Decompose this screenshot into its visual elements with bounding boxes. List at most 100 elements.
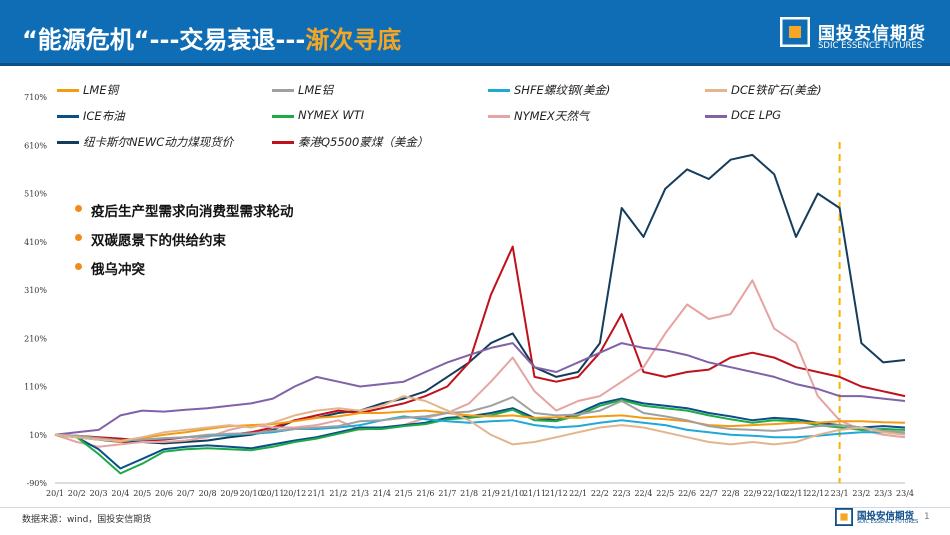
x-tick-label: 21/6 bbox=[417, 489, 435, 498]
company-logo: 国投安信期货 SDIC ESSENCE FUTURES bbox=[780, 17, 945, 57]
x-tick-label: 21/2 bbox=[329, 489, 347, 498]
x-tick-label: 20/10 bbox=[240, 489, 263, 498]
x-tick-label: 22/12 bbox=[806, 489, 829, 498]
legend-label: SHFE螺纹钢(美金) bbox=[514, 83, 611, 97]
y-tick-label: -90% bbox=[27, 479, 48, 488]
legend-label: ICE布油 bbox=[83, 109, 125, 123]
y-tick-label: 10% bbox=[29, 431, 47, 440]
header-bar: “能源危机“---交易衰退---渐次寻底 国投安信期货 SDIC ESSENCE… bbox=[0, 0, 950, 66]
page-title: “能源危机“---交易衰退---渐次寻底 bbox=[22, 20, 401, 55]
series-line bbox=[54, 395, 906, 446]
footer-logo-icon bbox=[835, 508, 853, 526]
legend-label: 秦港Q5500蒙煤（美金） bbox=[298, 135, 429, 149]
x-tick-label: 21/3 bbox=[351, 489, 369, 498]
x-tick-label: 22/1 bbox=[569, 489, 587, 498]
legend-swatch bbox=[272, 141, 294, 144]
x-tick-label: 22/9 bbox=[743, 489, 761, 498]
series-line bbox=[54, 342, 906, 436]
x-tick-label: 21/8 bbox=[460, 489, 478, 498]
x-tick-label: 20/4 bbox=[111, 489, 129, 498]
footer-logo: 国投安信期货 SDIC ESSENCE FUTURES bbox=[833, 507, 919, 527]
y-tick-label: 310% bbox=[24, 286, 47, 295]
series-line bbox=[54, 396, 906, 442]
title-highlight: 渐次寻底 bbox=[305, 26, 402, 54]
legend-swatch bbox=[705, 115, 727, 118]
y-tick-label: 210% bbox=[24, 334, 47, 343]
x-tick-label: 20/2 bbox=[68, 489, 86, 498]
x-tick-label: 20/6 bbox=[155, 489, 173, 498]
series-line bbox=[54, 153, 906, 445]
logo-english-name: SDIC ESSENCE FUTURES bbox=[818, 41, 923, 51]
legend-label: NYMEX WTI bbox=[298, 108, 365, 122]
x-tick-label: 23/4 bbox=[896, 489, 914, 498]
page-number: 1 bbox=[924, 512, 930, 522]
x-tick-label: 22/3 bbox=[613, 489, 631, 498]
x-tick-label: 21/4 bbox=[373, 489, 391, 498]
x-tick-label: 22/2 bbox=[591, 489, 609, 498]
axis-layer: 710%610%510%410%310%210%110%10%-90%20/1 2… bbox=[24, 93, 914, 498]
footer-logo-english: SDIC ESSENCE FUTURES bbox=[857, 519, 919, 525]
x-tick-label: 23/3 bbox=[874, 489, 892, 498]
legend-swatch bbox=[57, 115, 79, 118]
sdic-logo-icon bbox=[780, 17, 810, 47]
x-tick-label: 20/8 bbox=[199, 489, 217, 498]
x-tick-label: 21/10 bbox=[501, 489, 524, 498]
bullet-dot-icon bbox=[75, 205, 82, 212]
x-tick-label: 22/11 bbox=[784, 489, 807, 498]
x-tick-label: 22/6 bbox=[678, 489, 696, 498]
legend-swatch bbox=[57, 141, 79, 144]
data-source-note: 数据来源：wind，国投安信期货 bbox=[22, 515, 152, 525]
y-tick-label: 710% bbox=[24, 93, 47, 102]
key-point-text: 俄乌冲突 bbox=[91, 262, 145, 278]
key-point-text: 双碳愿景下的供给约束 bbox=[91, 233, 226, 249]
x-tick-label: 21/11 bbox=[523, 489, 546, 498]
x-tick-label: 23/2 bbox=[852, 489, 870, 498]
x-tick-label: 22/10 bbox=[763, 489, 786, 498]
key-point-text: 疫后生产型需求向消费型需求轮动 bbox=[91, 204, 294, 220]
series-layer bbox=[54, 153, 906, 475]
legend-swatch bbox=[705, 89, 727, 92]
footer-divider bbox=[0, 507, 950, 508]
x-tick-label: 20/11 bbox=[261, 489, 284, 498]
header-stripe bbox=[0, 63, 950, 66]
x-tick-label: 22/7 bbox=[700, 489, 718, 498]
bullet-dot-icon bbox=[75, 263, 82, 270]
x-tick-label: 23/1 bbox=[831, 489, 849, 498]
legend-label: 纽卡斯尔NEWC动力煤现货价 bbox=[83, 135, 234, 149]
x-tick-label: 20/12 bbox=[283, 489, 306, 498]
line-chart: 710%610%510%410%310%210%110%10%-90%20/1 2… bbox=[24, 93, 914, 498]
x-tick-label: 20/9 bbox=[220, 489, 238, 498]
legend-label: LME铝 bbox=[298, 83, 334, 97]
series-line bbox=[54, 397, 906, 470]
legend-label: NYMEX天然气 bbox=[514, 109, 590, 123]
legend-swatch bbox=[488, 89, 510, 92]
x-tick-label: 21/9 bbox=[482, 489, 500, 498]
series-line bbox=[54, 245, 906, 442]
bullet-dot-icon bbox=[75, 234, 82, 241]
series-line bbox=[54, 409, 906, 443]
legend-swatch bbox=[272, 115, 294, 118]
x-tick-label: 21/5 bbox=[395, 489, 413, 498]
series-line bbox=[54, 279, 906, 448]
x-tick-label: 21/12 bbox=[545, 489, 568, 498]
x-tick-label: 20/7 bbox=[177, 489, 195, 498]
legend-swatch bbox=[57, 89, 79, 92]
logo-chinese-name: 国投安信期货 bbox=[818, 24, 926, 44]
title-main: “能源危机“---交易衰退--- bbox=[22, 26, 306, 54]
x-tick-label: 21/7 bbox=[438, 489, 456, 498]
x-tick-label: 22/4 bbox=[634, 489, 652, 498]
x-tick-label: 22/5 bbox=[656, 489, 674, 498]
legend-swatch bbox=[488, 115, 510, 118]
y-tick-label: 610% bbox=[24, 141, 47, 150]
y-tick-label: 410% bbox=[24, 238, 47, 247]
x-tick-label: 21/1 bbox=[308, 489, 326, 498]
x-tick-label: 20/5 bbox=[133, 489, 151, 498]
legend-swatch bbox=[272, 89, 294, 92]
y-tick-label: 110% bbox=[24, 383, 47, 392]
footer-logo-chinese: 国投安信期货 bbox=[857, 511, 915, 522]
x-tick-label: 20/1 bbox=[46, 489, 64, 498]
legend-label: DCE铁矿石(美金) bbox=[731, 83, 822, 97]
x-tick-label: 22/8 bbox=[722, 489, 740, 498]
legend-label: LME铜 bbox=[83, 83, 119, 97]
y-tick-label: 510% bbox=[24, 190, 47, 199]
